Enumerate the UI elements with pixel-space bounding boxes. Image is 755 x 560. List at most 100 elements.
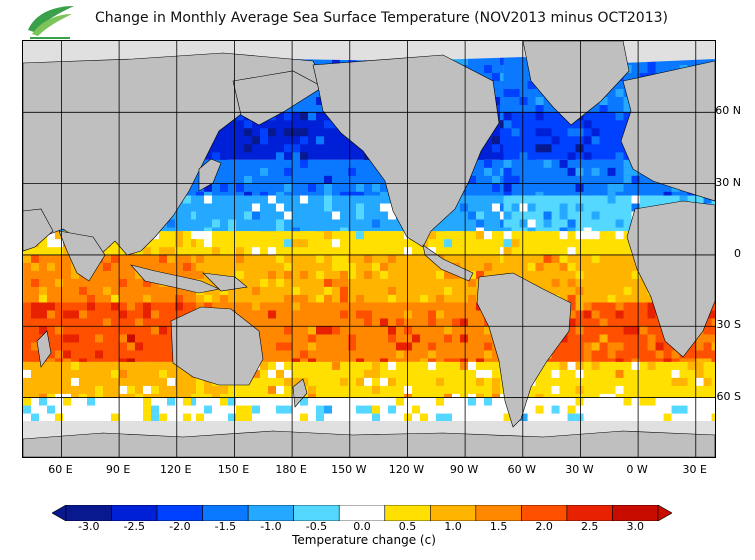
sst-cell	[372, 219, 380, 228]
sst-cell	[607, 167, 616, 176]
sst-cell	[711, 310, 715, 319]
sst-cell	[671, 377, 680, 386]
colorbar	[52, 505, 672, 521]
sst-cell	[436, 350, 444, 359]
sst-cell	[655, 350, 664, 359]
sst-cell	[591, 247, 600, 256]
graticule	[23, 41, 715, 457]
sst-cell	[583, 120, 592, 129]
sst-cell	[268, 385, 276, 394]
sst-cell	[127, 334, 135, 343]
sst-cell	[268, 247, 276, 256]
sst-cell	[324, 195, 332, 204]
sst-cell	[300, 152, 308, 161]
sst-cell	[503, 159, 512, 168]
sst-cell	[527, 203, 536, 212]
sst-cell	[292, 152, 300, 161]
sst-cell	[348, 167, 356, 176]
sst-cell	[503, 152, 512, 161]
sst-cell	[484, 262, 492, 271]
sst-cell	[300, 105, 308, 113]
sst-cell	[324, 203, 332, 212]
sst-cell	[591, 136, 600, 145]
sst-cell	[615, 286, 624, 295]
sst-cell	[268, 369, 276, 378]
sst-cell	[159, 413, 167, 422]
sst-cell	[332, 175, 340, 184]
sst-cell	[364, 270, 372, 279]
sst-cell	[452, 318, 460, 327]
sst-cell	[372, 369, 380, 378]
sst-cell	[212, 219, 220, 228]
colorbar-segment	[111, 505, 158, 521]
sst-cell	[119, 334, 127, 343]
sst-cell	[95, 385, 103, 394]
sst-cell	[503, 81, 512, 89]
sst-cell	[39, 310, 47, 319]
sst-cell	[276, 219, 284, 228]
land-masses	[23, 41, 715, 457]
sst-cell	[47, 239, 55, 248]
sst-cell	[575, 270, 584, 279]
sst-cell	[356, 167, 364, 176]
sst-cell	[252, 175, 260, 184]
sst-cell	[484, 342, 492, 351]
sst-cell	[543, 144, 552, 153]
sst-cell	[444, 239, 452, 248]
colorbar-tick-label: 3.0	[626, 520, 644, 533]
sst-cell	[212, 247, 220, 256]
sst-cell	[703, 413, 712, 422]
sst-cell	[543, 254, 552, 263]
sst-cell	[687, 397, 696, 406]
colorbar-tick-label: 2.5	[580, 520, 599, 533]
sst-cell	[348, 361, 356, 370]
sst-cell	[647, 302, 656, 311]
sst-cell	[559, 350, 568, 359]
sst-cell	[468, 294, 476, 303]
sst-cell	[519, 413, 528, 422]
sst-cell	[679, 377, 688, 386]
sst-cell	[412, 239, 420, 248]
sst-cell	[503, 167, 512, 176]
sst-cell	[292, 286, 300, 295]
sst-cell	[316, 318, 324, 327]
sst-cell	[575, 183, 584, 192]
sst-cell	[292, 294, 300, 303]
sst-cell	[460, 318, 468, 327]
sst-cell	[631, 175, 640, 184]
sst-cell	[404, 294, 412, 303]
sst-cell	[103, 262, 111, 271]
sst-cell	[244, 120, 252, 129]
sst-cell	[412, 361, 420, 370]
sst-cell	[388, 334, 396, 343]
sst-cell	[244, 175, 252, 184]
sst-cell	[143, 369, 151, 378]
sst-cell	[372, 361, 380, 370]
sst-cell	[316, 97, 324, 105]
sst-cell	[284, 361, 292, 370]
sst-cell	[71, 369, 79, 378]
sst-cell	[300, 128, 308, 137]
sst-cell	[183, 262, 191, 271]
sst-cell	[143, 310, 151, 319]
sst-cell	[284, 377, 292, 386]
sst-cell	[23, 369, 31, 378]
sst-cell	[324, 254, 332, 263]
sst-cell	[388, 326, 396, 335]
sst-cell	[300, 350, 308, 359]
sst-cell	[204, 385, 212, 394]
sst-cell	[324, 405, 332, 414]
sst-cell	[591, 342, 600, 351]
sst-cell	[420, 377, 428, 386]
lat-label: 30 N	[715, 175, 741, 189]
sst-cell	[476, 231, 484, 240]
page-title: Change in Monthly Average Sea Surface Te…	[95, 10, 668, 26]
sst-cell	[159, 326, 167, 335]
sst-cell	[372, 183, 380, 192]
sst-cell	[372, 405, 380, 414]
sst-cell	[268, 318, 276, 327]
sst-cell	[492, 136, 500, 145]
sst-cell	[159, 239, 167, 248]
colorbar-segment	[202, 505, 249, 521]
sst-cell	[551, 112, 560, 121]
